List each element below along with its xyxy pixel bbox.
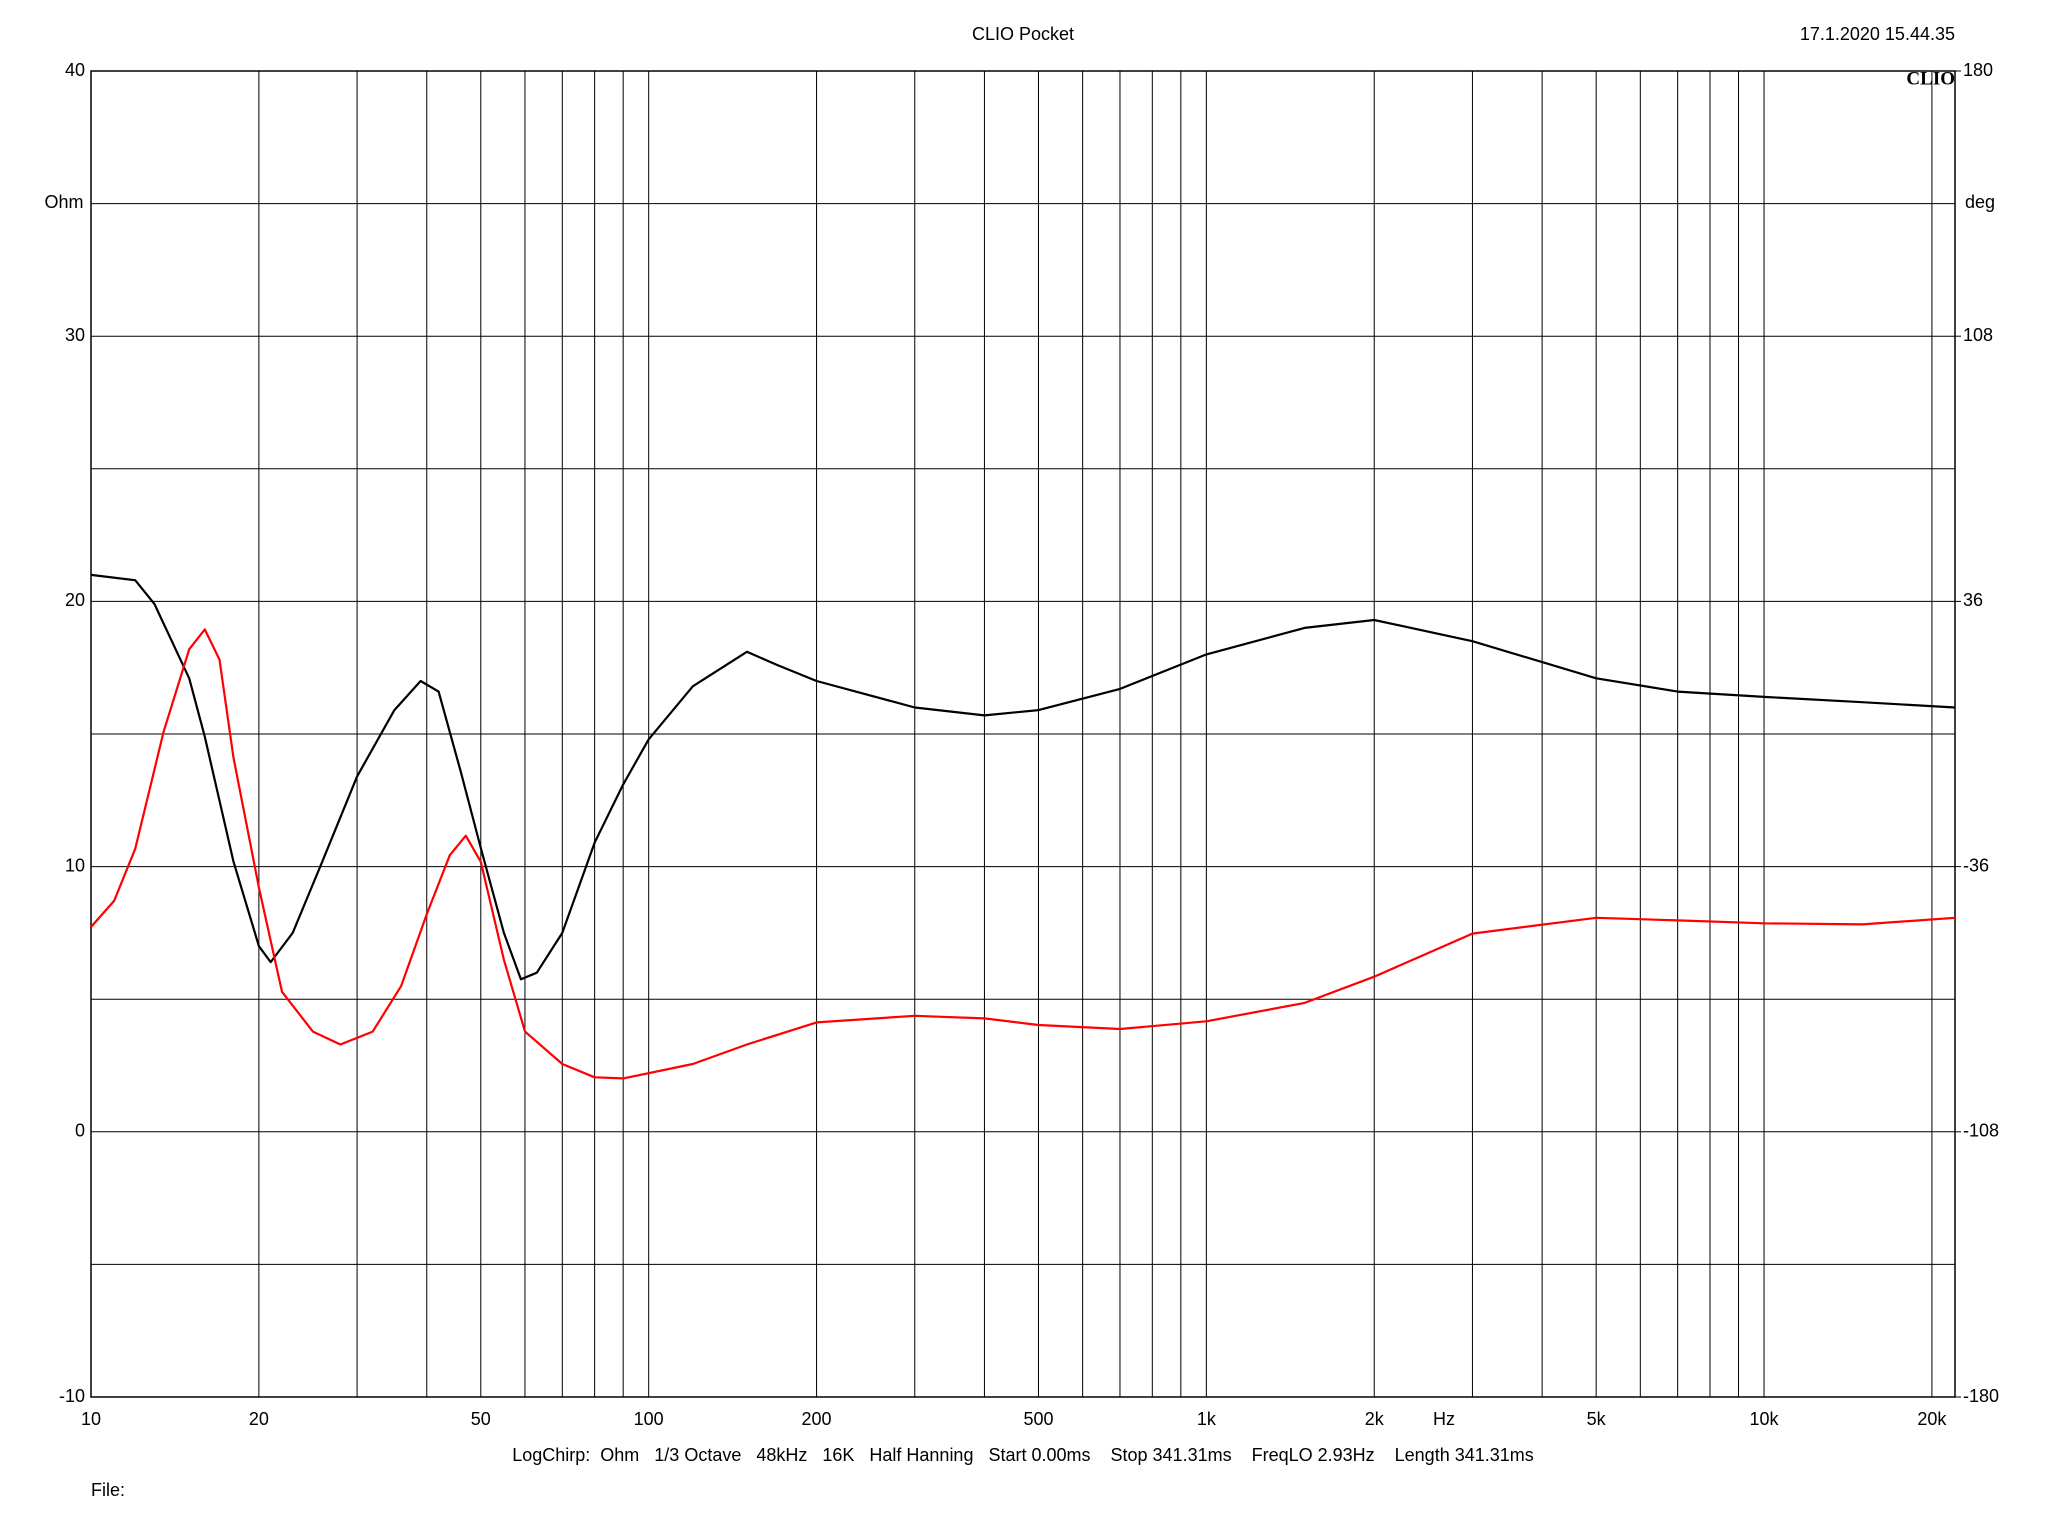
y-axis-label: Ohm — [44, 192, 83, 212]
y-tick-label: 30 — [65, 325, 85, 345]
x-tick-label: 20k — [1917, 1409, 1947, 1429]
y2-tick-label: -180 — [1963, 1386, 1999, 1406]
series-line — [90, 573, 1956, 981]
y2-axis-label: deg — [1965, 192, 1995, 212]
x-tick-label: 2k — [1365, 1409, 1385, 1429]
y-tick-label: 0 — [75, 1121, 85, 1141]
footer: LogChirp: Ohm 1/3 Octave 48kHz 16K Half … — [512, 1445, 1534, 1465]
y-tick-label: 20 — [65, 590, 85, 610]
y2-tick-label: 180 — [1963, 60, 1993, 80]
y2-tick-label: -36 — [1963, 855, 1989, 875]
x-tick-label: 500 — [1023, 1409, 1053, 1429]
x-axis-label: Hz — [1433, 1409, 1455, 1429]
x-tick-label: 1k — [1197, 1409, 1217, 1429]
x-tick-label: 50 — [471, 1409, 491, 1429]
file-label: File: — [91, 1480, 125, 1500]
y2-tick-label: 108 — [1963, 325, 1993, 345]
x-tick-label: 100 — [634, 1409, 664, 1429]
x-tick-label: 200 — [802, 1409, 832, 1429]
x-tick-label: 10k — [1750, 1409, 1780, 1429]
series-line — [90, 628, 1956, 1080]
chart-title: CLIO Pocket — [972, 24, 1074, 44]
plot-frame — [90, 70, 1956, 1398]
y2-tick-label: -108 — [1963, 1121, 1999, 1141]
timestamp: 17.1.2020 15.44.35 — [1800, 24, 1955, 44]
x-tick-label: 10 — [81, 1409, 101, 1429]
logo: CLIO — [1906, 68, 1955, 89]
y-tick-label: 10 — [65, 855, 85, 875]
y2-tick-label: 36 — [1963, 590, 1983, 610]
y-tick-label: 40 — [65, 60, 85, 80]
x-tick-label: 20 — [249, 1409, 269, 1429]
x-tick-label: 5k — [1587, 1409, 1607, 1429]
y-tick-label: -10 — [59, 1386, 85, 1406]
